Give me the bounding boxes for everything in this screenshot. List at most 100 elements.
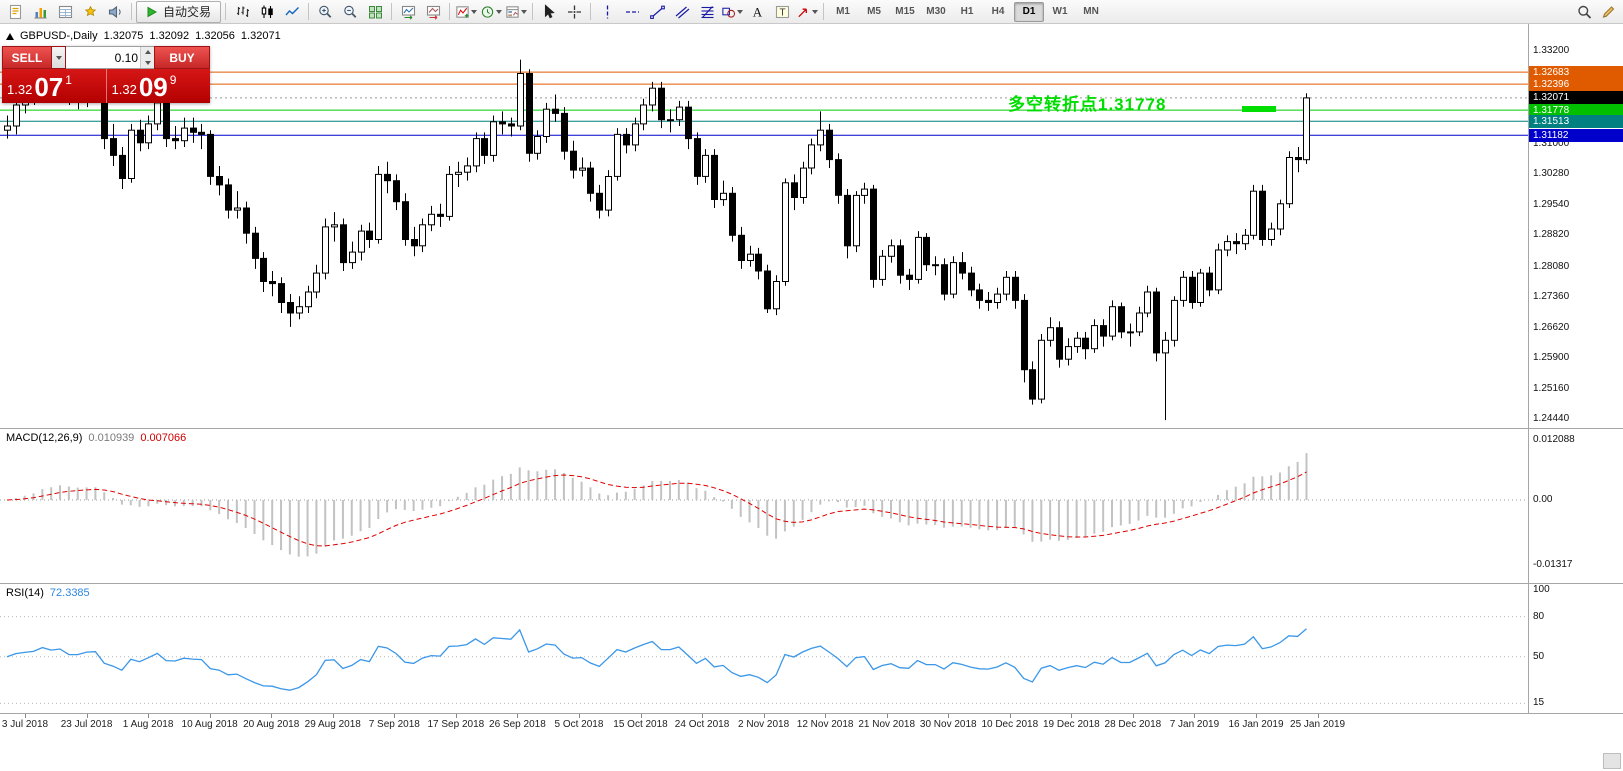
date-tick bbox=[1009, 714, 1011, 718]
date-label: 29 Aug 2018 bbox=[304, 719, 361, 730]
timeframe-h1[interactable]: H1 bbox=[960, 6, 974, 17]
auto-trading-button[interactable]: 自动交易 bbox=[136, 0, 222, 23]
indicators-icon[interactable] bbox=[454, 1, 478, 23]
new-order-icon[interactable] bbox=[3, 1, 27, 23]
text-icon[interactable]: A bbox=[745, 1, 769, 23]
price-tag: 1.32071 bbox=[1529, 91, 1623, 105]
candlestick-chart-icon[interactable] bbox=[255, 1, 279, 23]
templates-icon[interactable] bbox=[504, 1, 528, 23]
timeframe-h4[interactable]: H4 bbox=[991, 6, 1005, 17]
zoom-out-icon[interactable] bbox=[338, 1, 362, 23]
order-options-dropdown[interactable] bbox=[52, 46, 66, 69]
crosshair-icon[interactable] bbox=[562, 1, 586, 23]
timeframe-m1[interactable]: M1 bbox=[836, 6, 850, 17]
rsi-axis-label: 50 bbox=[1533, 650, 1545, 662]
date-label: 7 Sep 2018 bbox=[368, 719, 420, 730]
macd-signal-value: 0.007066 bbox=[140, 432, 187, 444]
candlestick-series bbox=[4, 52, 1310, 421]
date-label: 10 Dec 2018 bbox=[981, 719, 1039, 730]
sell-button[interactable]: SELL bbox=[2, 46, 52, 69]
lot-size-box bbox=[66, 46, 154, 69]
date-label: 25 Jan 2019 bbox=[1290, 719, 1346, 730]
macd-signal-line bbox=[6, 471, 1307, 547]
date-label: 5 Oct 2018 bbox=[554, 719, 604, 730]
channel-icon[interactable] bbox=[670, 1, 694, 23]
horizontal-line-icon[interactable] bbox=[620, 1, 644, 23]
text-label-icon[interactable]: T bbox=[770, 1, 794, 23]
chart-shift-icon[interactable] bbox=[421, 1, 445, 23]
price-axis-label: 1.24440 bbox=[1533, 413, 1570, 425]
auto-scroll-icon[interactable] bbox=[396, 1, 420, 23]
cursor-icon[interactable] bbox=[537, 1, 561, 23]
tile-windows-icon[interactable] bbox=[363, 1, 387, 23]
timeframe-m30[interactable]: M30 bbox=[926, 6, 946, 17]
price-tag: 1.31778 bbox=[1529, 103, 1623, 117]
periods-clock-icon[interactable] bbox=[479, 1, 503, 23]
panel-separator-rsi[interactable] bbox=[0, 583, 1623, 584]
price-axis-label: 1.25900 bbox=[1533, 352, 1570, 364]
shapes-icon[interactable] bbox=[720, 1, 744, 23]
toolbar-separator bbox=[590, 3, 592, 20]
price-axis-label: 1.33200 bbox=[1533, 45, 1570, 57]
date-tick bbox=[578, 714, 580, 718]
macd-main-value: 0.010939 bbox=[88, 432, 135, 444]
date-tick bbox=[517, 714, 519, 718]
fibonacci-icon[interactable] bbox=[695, 1, 719, 23]
date-tick bbox=[886, 714, 888, 718]
date-tick bbox=[1317, 714, 1319, 718]
date-tick bbox=[640, 714, 642, 718]
timeframe-m5[interactable]: M5 bbox=[867, 6, 881, 17]
buy-price-big: 09 bbox=[138, 72, 168, 102]
date-label: 3 Jul 2018 bbox=[1, 719, 49, 730]
date-label: 1 Aug 2018 bbox=[122, 719, 174, 730]
ohlc-low: 1.32056 bbox=[195, 30, 235, 42]
timeframe-mn[interactable]: MN bbox=[1083, 6, 1099, 17]
vertical-line-icon[interactable] bbox=[595, 1, 619, 23]
toolbar-separator bbox=[823, 3, 825, 20]
date-label: 19 Dec 2018 bbox=[1042, 719, 1100, 730]
line-chart-icon[interactable] bbox=[280, 1, 304, 23]
search-icon[interactable] bbox=[1572, 1, 1596, 23]
price-tag: 1.32396 bbox=[1529, 77, 1623, 91]
buy-button[interactable]: BUY bbox=[154, 46, 210, 69]
spinner-up-icon[interactable] bbox=[141, 47, 154, 58]
timeframe-m15[interactable]: M15 bbox=[895, 6, 915, 17]
terminal-icon[interactable] bbox=[103, 1, 127, 23]
navigator-icon[interactable] bbox=[78, 1, 102, 23]
pivot-annotation-text[interactable]: 多空转折点1.31778 bbox=[1008, 95, 1167, 114]
edit-icon[interactable] bbox=[1596, 1, 1620, 23]
price-axis-label: 1.28080 bbox=[1533, 260, 1570, 272]
candlestick-chart bbox=[0, 52, 1528, 421]
pivot-annotation-line-handle[interactable] bbox=[1242, 106, 1276, 112]
sell-price-prefix: 1.32 bbox=[7, 82, 33, 97]
buy-price-display[interactable]: 1.32 09 9 bbox=[105, 69, 211, 103]
date-tick bbox=[86, 714, 88, 718]
market-watch-icon[interactable] bbox=[28, 1, 52, 23]
macd-axis-label: 0.012088 bbox=[1533, 434, 1575, 446]
spinner-down-icon[interactable] bbox=[141, 57, 154, 68]
lot-size-input[interactable] bbox=[66, 47, 140, 68]
time-axis[interactable]: 3 Jul 2018 23 Jul 2018 1 Aug 2018 10 Aug 20… bbox=[0, 714, 1623, 771]
date-tick bbox=[1194, 714, 1196, 718]
sell-price-display[interactable]: 1.32 07 1 bbox=[2, 69, 106, 103]
date-label: 20 Aug 2018 bbox=[243, 719, 300, 730]
date-tick bbox=[948, 714, 950, 718]
data-window-icon[interactable] bbox=[53, 1, 77, 23]
rsi-axis-label: 80 bbox=[1533, 610, 1545, 622]
trendline-icon[interactable] bbox=[645, 1, 669, 23]
price-axis-label: 1.27360 bbox=[1533, 290, 1570, 302]
panel-separator-macd[interactable] bbox=[0, 428, 1623, 429]
rsi-label: RSI(14) bbox=[6, 587, 44, 599]
zoom-in-icon[interactable] bbox=[313, 1, 337, 23]
lot-spinner[interactable] bbox=[140, 47, 154, 68]
price-axis-label: 1.25160 bbox=[1533, 383, 1570, 395]
ohlc-high: 1.32092 bbox=[149, 30, 190, 42]
bar-chart-icon[interactable] bbox=[230, 1, 254, 23]
timeframe-d1[interactable]: D1 bbox=[1014, 1, 1045, 22]
toolbar-separator bbox=[131, 3, 132, 20]
svg-text:A: A bbox=[752, 4, 762, 19]
ohlc-open: 1.32075 bbox=[103, 30, 144, 42]
arrows-icon[interactable] bbox=[795, 1, 819, 23]
timeframe-w1[interactable]: W1 bbox=[1052, 6, 1068, 17]
